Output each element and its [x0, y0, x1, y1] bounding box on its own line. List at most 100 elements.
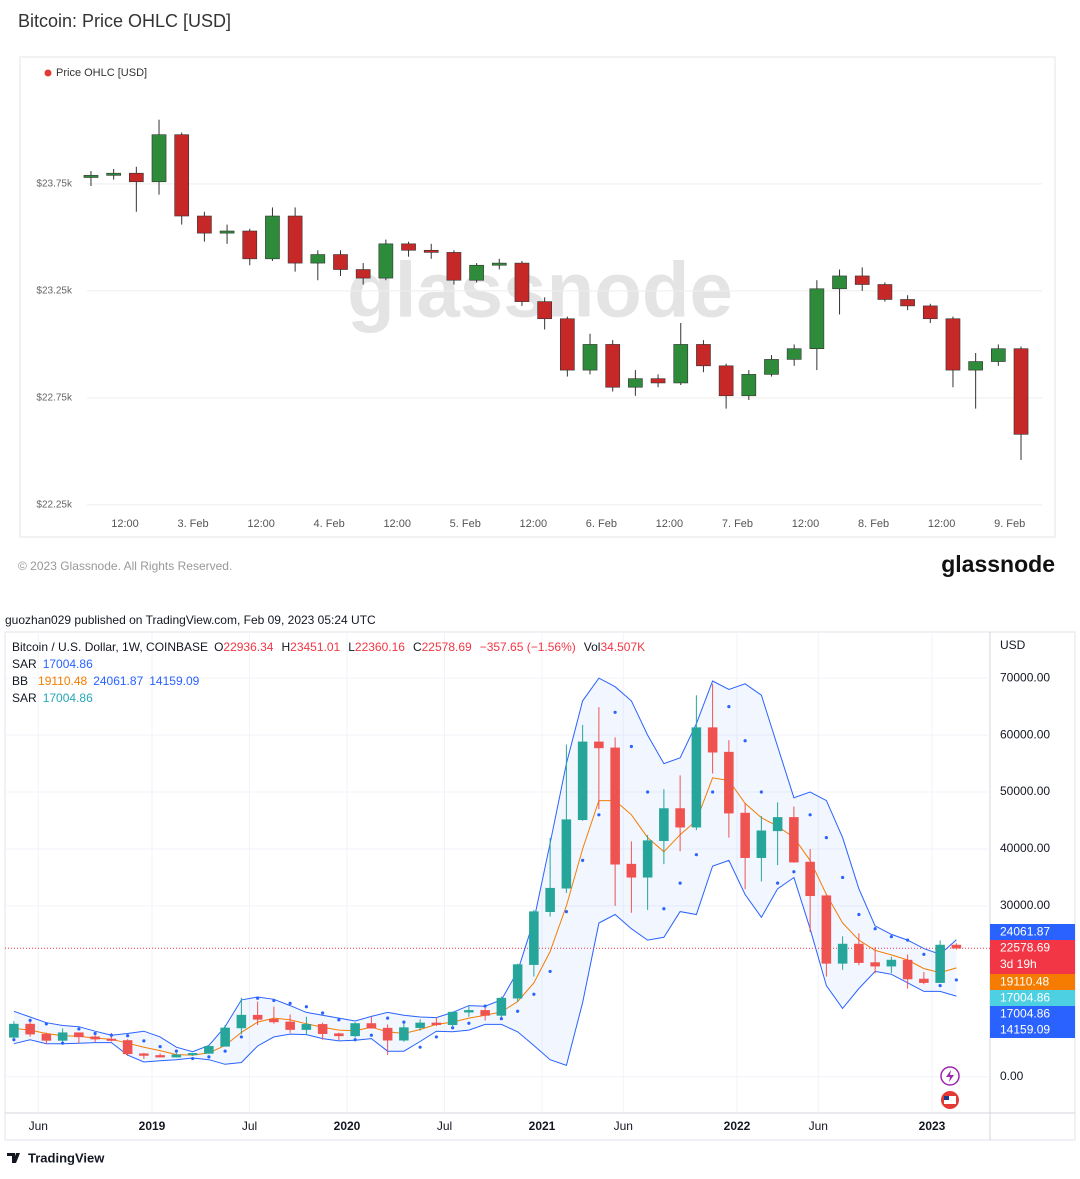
- candle-body: [9, 1023, 19, 1038]
- legend-label[interactable]: Price OHLC [USD]: [56, 67, 147, 79]
- candle-body: [301, 1024, 312, 1030]
- candle-body: [968, 361, 983, 371]
- flag-icon-stripes: [944, 1096, 956, 1104]
- value: 19110.48: [38, 674, 87, 688]
- x-tick-label: Jun: [29, 1119, 48, 1133]
- y-tick-label: 30000.00: [1000, 898, 1050, 912]
- sar-dot: [369, 1033, 373, 1037]
- axis-unit: USD: [1000, 638, 1026, 652]
- sar-dot: [12, 1038, 16, 1042]
- x-tick-label: 2023: [919, 1119, 946, 1133]
- candle-body: [1013, 348, 1029, 435]
- legend-value: 22936.34: [223, 640, 273, 654]
- sar-dot: [662, 907, 666, 911]
- legend-value: −357.65 (−1.56%): [480, 640, 576, 654]
- x-tick-label: 8. Feb: [858, 518, 889, 530]
- label: SAR: [12, 691, 37, 705]
- candle-body: [171, 1054, 182, 1058]
- sar-dot: [889, 935, 893, 939]
- candle-body: [902, 959, 913, 980]
- sar-dot: [288, 1001, 292, 1005]
- candle-body: [446, 252, 462, 281]
- legend-key: C: [413, 640, 422, 654]
- y-tick-label: 50000.00: [1000, 784, 1050, 798]
- sar-dot: [792, 870, 796, 874]
- sar-dot: [646, 790, 650, 794]
- legend-value: 34.507K: [600, 640, 645, 654]
- candle-body: [832, 275, 847, 290]
- sar-dot: [239, 1035, 243, 1039]
- candle-body: [805, 861, 815, 897]
- x-tick-label: 4. Feb: [314, 518, 345, 530]
- brand-mark: [7, 1153, 20, 1163]
- candle-body: [83, 175, 99, 178]
- sar-dot: [467, 1021, 471, 1025]
- x-tick-label: 12:00: [520, 518, 548, 530]
- price-label: 24061.87: [1000, 925, 1050, 939]
- sar-dot: [857, 912, 861, 917]
- candle-body: [675, 808, 685, 828]
- candle-body: [74, 1032, 84, 1038]
- candle-body: [786, 348, 802, 360]
- symbol: Bitcoin / U.S. Dollar, 1W, COINBASE: [12, 640, 208, 654]
- candle-body: [242, 230, 258, 260]
- bb-lower: [13, 859, 957, 1067]
- price-label-box: [990, 974, 1075, 990]
- sar-dot: [532, 992, 536, 996]
- sar-dot: [402, 1020, 406, 1024]
- candle-body: [659, 808, 669, 841]
- legend-value: 23451.01: [290, 640, 340, 654]
- y-tick-label: 60000.00: [1000, 727, 1050, 741]
- candle-body: [151, 134, 167, 183]
- chart-title: Bitcoin: Price OHLC [USD]: [18, 11, 231, 31]
- candle-body: [90, 1036, 100, 1040]
- candle-body: [724, 751, 734, 814]
- symbol-legend: Bitcoin / U.S. Dollar, 1W, COINBASE O2293…: [12, 640, 645, 654]
- brand-logo: glassnode: [941, 551, 1055, 577]
- sar-dot: [613, 710, 617, 714]
- x-tick-label: 2021: [529, 1119, 556, 1133]
- price-label-box: [990, 940, 1075, 974]
- sar-dot: [564, 910, 568, 914]
- sar-dot: [109, 1033, 113, 1037]
- sar-dot: [126, 1034, 130, 1038]
- candle-body: [41, 1033, 52, 1041]
- value: 14159.09: [149, 674, 199, 688]
- candle-body: [25, 1023, 35, 1035]
- bb-legend: BB 19110.48 24061.87 14159.09: [12, 674, 200, 688]
- candle-body: [252, 1014, 263, 1020]
- x-tick-label: 12:00: [247, 518, 275, 530]
- candle-body: [756, 830, 767, 858]
- candle-body: [174, 134, 190, 217]
- y-tick-label: 0.00: [1000, 1069, 1024, 1083]
- candle-body: [991, 348, 1006, 362]
- alert-icon-bolt: [946, 1070, 954, 1082]
- candle-body: [285, 1021, 295, 1030]
- sar-legend: SAR 17004.86: [12, 657, 93, 671]
- sar-dot: [629, 744, 633, 749]
- candle-body: [582, 344, 598, 371]
- plot-area: [5, 632, 990, 1113]
- value: 24061.87: [93, 674, 143, 688]
- price-label-box: [990, 924, 1075, 940]
- sar-dot: [824, 835, 828, 840]
- candle-body: [204, 1046, 214, 1054]
- sar-dot: [77, 1027, 81, 1031]
- y-tick-label: $23.25k: [36, 286, 73, 297]
- candle-body: [447, 1011, 458, 1026]
- sar-dot: [353, 1038, 357, 1042]
- candle-body: [605, 344, 621, 388]
- y-tick-label: $23.75k: [36, 179, 73, 190]
- chart-frame: [4, 631, 1076, 1141]
- sar-dot: [938, 984, 942, 988]
- value: 17004.86: [43, 691, 93, 705]
- watermark: glassnode: [347, 246, 733, 334]
- sar-dot: [954, 978, 958, 982]
- sar-dot: [759, 790, 763, 794]
- candle-body: [919, 978, 929, 983]
- copyright: © 2023 Glassnode. All Rights Reserved.: [18, 559, 232, 573]
- candle-body: [809, 288, 825, 350]
- sar-dot: [776, 881, 780, 885]
- candle-body: [382, 1027, 393, 1041]
